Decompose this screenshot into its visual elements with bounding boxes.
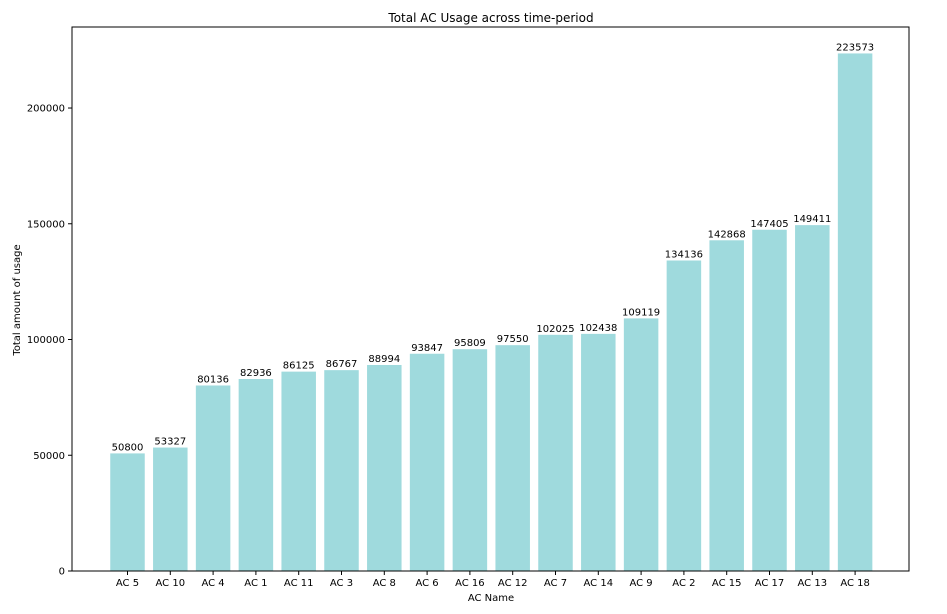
x-tick-label: AC 8	[373, 578, 396, 589]
data-label: 97550	[497, 334, 529, 345]
x-tick-label: AC 2	[672, 578, 695, 589]
data-label: 223573	[836, 42, 874, 53]
y-tick-label: 100000	[27, 335, 65, 346]
bar-ac-14	[581, 333, 616, 571]
bar-ac-4	[195, 385, 231, 571]
data-label: 82936	[240, 368, 272, 379]
plot-frame	[71, 26, 910, 572]
y-tick-label: 200000	[27, 104, 65, 115]
data-label: 95809	[454, 338, 486, 349]
x-tick-label: AC 7	[544, 578, 567, 589]
data-label: 102438	[579, 323, 617, 334]
bar-ac-17	[752, 229, 787, 571]
chart-title: Total AC Usage across time-period	[387, 11, 593, 25]
data-label: 80136	[197, 374, 229, 385]
data-label: 147405	[750, 219, 788, 230]
data-label: 142868	[708, 229, 746, 240]
x-tick-label: AC 5	[116, 578, 139, 589]
x-tick-label: AC 18	[840, 578, 870, 589]
bar-ac-1	[238, 379, 274, 571]
data-label: 93847	[411, 343, 443, 354]
bar-ac-18	[837, 53, 873, 571]
x-tick-label: AC 10	[156, 578, 186, 589]
data-label: 86767	[326, 359, 358, 370]
data-label: 86125	[283, 361, 315, 372]
bar-ac-6	[409, 353, 445, 571]
x-tick-label: AC 11	[284, 578, 314, 589]
x-tick-label: AC 6	[415, 578, 438, 589]
x-tick-label: AC 16	[455, 578, 485, 589]
y-tick-label: 0	[59, 567, 65, 578]
data-label: 102025	[536, 324, 574, 335]
bar-ac-7	[538, 334, 573, 571]
data-label: 53327	[154, 437, 186, 448]
bar-ac-8	[367, 364, 402, 571]
bar-ac-16	[452, 349, 488, 571]
x-tick-label: AC 4	[201, 578, 224, 589]
x-tick-label: AC 9	[629, 578, 652, 589]
bars-group	[110, 53, 873, 571]
y-axis-label: Total amount of usage	[12, 244, 23, 356]
bar-ac-11	[281, 371, 316, 571]
data-labels-group: 50800 53327 80136 82936 86125 86767 88994 93847…	[112, 42, 875, 453]
data-label: 134136	[665, 249, 703, 260]
x-axis-label: AC Name	[468, 593, 514, 604]
x-tick-label: AC 13	[798, 578, 828, 589]
x-tick-label: AC 3	[330, 578, 353, 589]
data-label: 88994	[368, 354, 400, 365]
y-tick-label: 150000	[27, 219, 65, 230]
x-tick-label: AC 1	[244, 578, 267, 589]
x-tick-label: AC 17	[755, 578, 785, 589]
bar-ac-13	[795, 225, 830, 571]
bar-ac-12	[495, 345, 530, 571]
data-label: 50800	[112, 442, 144, 453]
x-tick-label: AC 15	[712, 578, 742, 589]
x-tick-label: AC 12	[498, 578, 528, 589]
bar-ac-5	[110, 453, 145, 571]
data-label: 109119	[622, 307, 660, 318]
x-ticks-group: AC 5 AC 10 AC 4 AC 1 AC 11 AC 3 AC 8 AC 6 AC 16 A…	[116, 571, 870, 589]
bar-ac-10	[153, 447, 188, 571]
y-tick-label: 50000	[33, 451, 65, 462]
bar-ac-15	[709, 240, 744, 571]
bar-ac-9	[623, 318, 659, 571]
bar-ac-2	[666, 260, 702, 571]
y-ticks-group: 0 50000 100000 150000 200000	[27, 104, 72, 578]
x-tick-label: AC 14	[584, 578, 614, 589]
data-label: 149411	[793, 214, 831, 225]
bar-ac-3	[324, 370, 359, 571]
